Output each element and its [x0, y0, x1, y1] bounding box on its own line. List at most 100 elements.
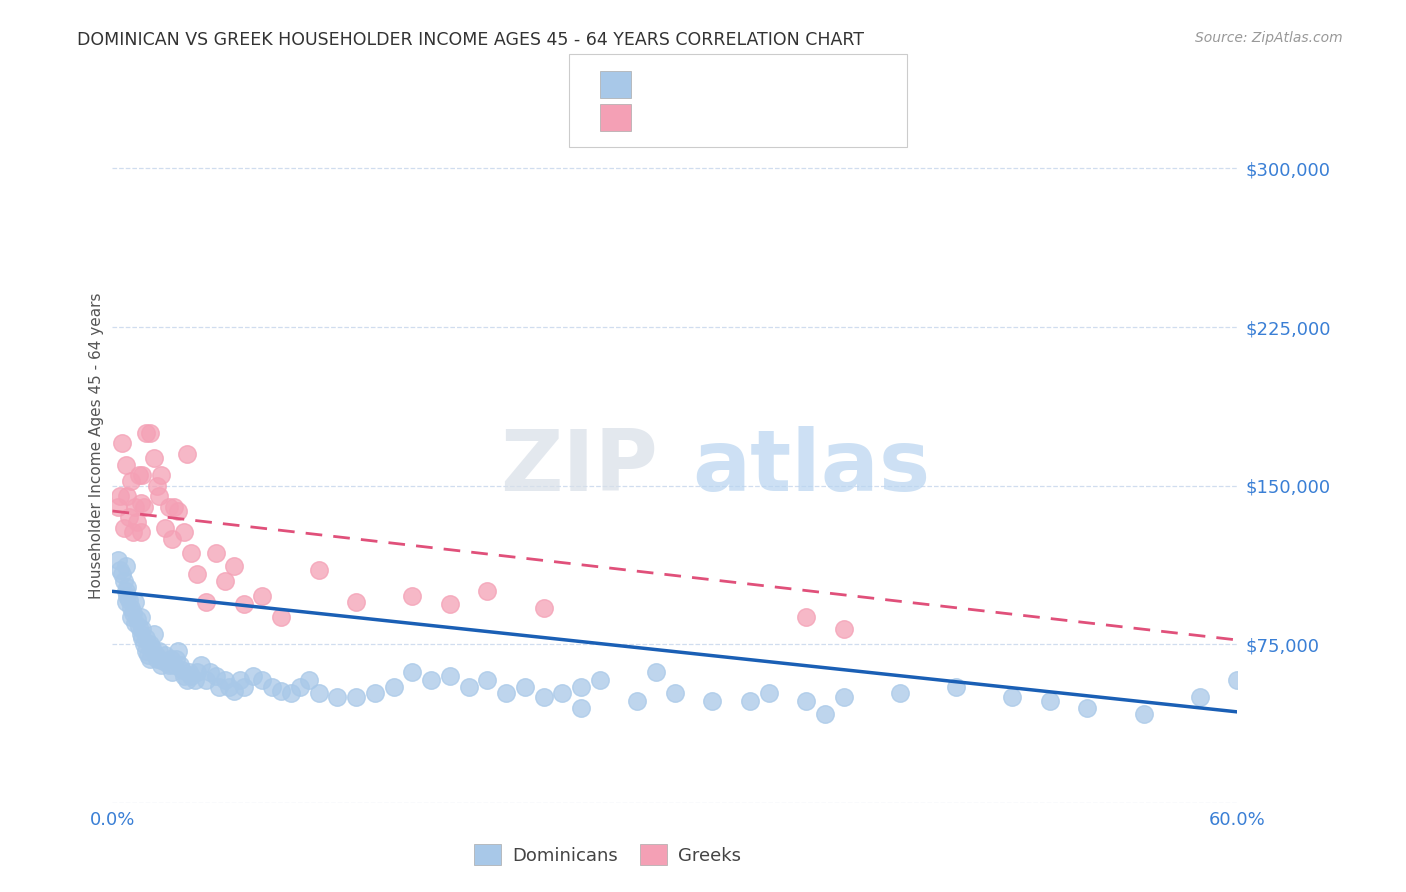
Text: N =: N =: [756, 108, 796, 126]
Point: [165, 652, 187, 666]
Point: [117, 489, 139, 503]
Point: [1188, 690, 1211, 704]
Point: [150, 468, 173, 483]
Point: [832, 690, 855, 704]
Point: [208, 680, 231, 694]
Point: [298, 673, 321, 688]
Point: [163, 500, 186, 514]
Point: [184, 673, 207, 688]
Point: [569, 700, 592, 714]
Point: [152, 654, 174, 668]
Point: [146, 652, 169, 666]
Point: [114, 559, 136, 574]
Point: [439, 669, 461, 683]
Point: [163, 658, 186, 673]
Point: [218, 680, 240, 694]
Text: N =: N =: [756, 74, 796, 92]
Point: [124, 500, 146, 514]
Point: [477, 584, 499, 599]
Y-axis label: Householder Income Ages 45 - 64 years: Householder Income Ages 45 - 64 years: [89, 293, 104, 599]
Point: [232, 680, 254, 694]
Text: 99: 99: [797, 74, 823, 92]
Point: [114, 458, 136, 472]
Point: [232, 597, 254, 611]
Point: [1039, 694, 1062, 708]
Point: [326, 690, 349, 704]
Point: [569, 680, 592, 694]
Point: [176, 673, 198, 688]
Point: [308, 563, 330, 577]
Text: DOMINICAN VS GREEK HOUSEHOLDER INCOME AGES 45 - 64 YEARS CORRELATION CHART: DOMINICAN VS GREEK HOUSEHOLDER INCOME AG…: [77, 31, 865, 49]
Point: [195, 673, 218, 688]
Point: [124, 595, 146, 609]
Point: [117, 589, 139, 603]
Point: [308, 686, 330, 700]
Point: [1001, 690, 1024, 704]
Point: [131, 468, 153, 483]
Point: [129, 525, 152, 540]
Point: [114, 595, 136, 609]
Point: [129, 495, 152, 509]
Point: [128, 468, 150, 483]
Point: [214, 574, 236, 588]
Point: [118, 592, 141, 607]
Point: [139, 637, 162, 651]
Point: [832, 623, 855, 637]
Point: [186, 567, 208, 582]
Point: [270, 609, 292, 624]
Point: [148, 643, 170, 657]
Point: [252, 673, 274, 688]
Point: [401, 589, 423, 603]
Point: [477, 673, 499, 688]
Point: [190, 658, 212, 673]
Point: [136, 648, 159, 662]
Point: [344, 690, 367, 704]
Point: [344, 595, 367, 609]
Point: [122, 525, 145, 540]
Point: [224, 683, 246, 698]
Point: [167, 643, 190, 657]
Point: [664, 686, 686, 700]
Point: [280, 686, 302, 700]
Point: [108, 563, 131, 577]
Point: [551, 686, 574, 700]
Point: [794, 609, 817, 624]
Point: [129, 609, 152, 624]
Point: [112, 574, 135, 588]
Point: [945, 680, 967, 694]
Point: [124, 616, 146, 631]
Point: [814, 706, 837, 721]
Point: [495, 686, 517, 700]
Point: [889, 686, 911, 700]
Point: [141, 641, 163, 656]
Point: [122, 606, 145, 620]
Point: [589, 673, 612, 688]
Point: [146, 478, 169, 492]
Point: [125, 515, 148, 529]
Text: Source: ZipAtlas.com: Source: ZipAtlas.com: [1195, 31, 1343, 45]
Point: [626, 694, 648, 708]
Point: [120, 601, 142, 615]
Point: [758, 686, 780, 700]
Point: [153, 648, 176, 662]
Point: [1076, 700, 1098, 714]
Text: R =: R =: [640, 74, 679, 92]
Point: [457, 680, 479, 694]
Point: [420, 673, 443, 688]
Point: [134, 637, 156, 651]
Point: [288, 680, 311, 694]
Point: [162, 665, 184, 679]
Point: [180, 546, 202, 560]
Point: [179, 665, 201, 679]
Point: [142, 451, 165, 466]
Text: -0.602: -0.602: [682, 74, 747, 92]
Text: 46: 46: [797, 108, 823, 126]
Point: [1226, 673, 1249, 688]
Text: -0.181: -0.181: [682, 108, 747, 126]
Point: [1132, 706, 1154, 721]
Point: [107, 552, 129, 566]
Point: [111, 567, 134, 582]
Point: [111, 436, 134, 450]
Point: [229, 673, 252, 688]
Point: [114, 584, 136, 599]
